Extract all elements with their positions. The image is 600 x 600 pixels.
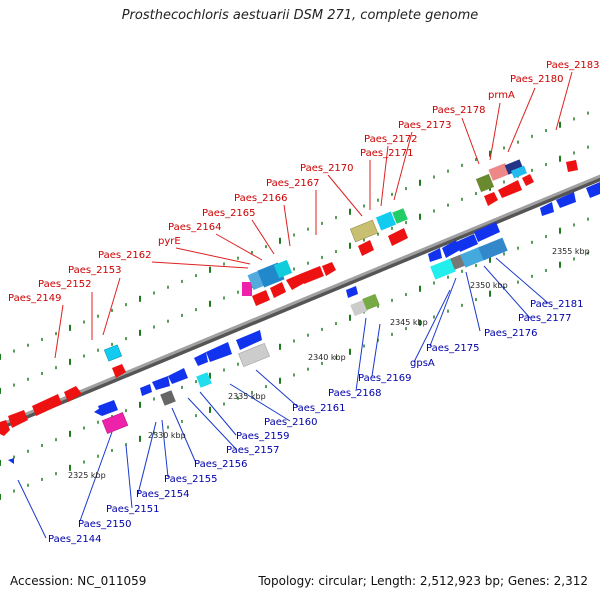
gene-label: Paes_2162 (98, 250, 152, 261)
gene-label: Paes_2176 (484, 328, 538, 339)
gene-label: Paes_2157 (226, 445, 280, 456)
accession-text: Accession: NC_011059 (10, 574, 147, 588)
kbp-label: 2330 kbp (148, 431, 186, 440)
gene-label: Paes_2160 (264, 417, 318, 428)
gene-label: Paes_2166 (234, 193, 288, 204)
kbp-label: 2325 kbp (68, 471, 106, 480)
lower-gene-labels: Paes_2144 Paes_2150 Paes_2151 Paes_2154 Paes… (48, 299, 584, 545)
bottom-strand-features (8, 182, 600, 464)
gene-label: Paes_2164 (168, 222, 222, 233)
gene-label: Paes_2170 (300, 163, 354, 174)
gene-label: Paes_2150 (78, 519, 132, 530)
gene-label: Paes_2177 (518, 313, 572, 324)
gene-label: Paes_2173 (398, 120, 452, 131)
gene-label: prmA (488, 90, 515, 101)
kbp-label: 2355 kbp (552, 247, 590, 256)
lower-colored-boxes (101, 237, 508, 434)
gene-label: Paes_2161 (292, 403, 346, 414)
genome-summary-text: Topology: circular; Length: 2,512,923 bp… (258, 574, 588, 588)
gene-label: Paes_2183 (546, 60, 600, 71)
gene-label: Paes_2167 (266, 178, 320, 189)
gene-label: Paes_2154 (136, 489, 190, 500)
gene-label: pyrE (158, 236, 181, 247)
gene-label: Paes_2152 (38, 279, 92, 290)
lower-leader-lines (17, 257, 549, 539)
gene-label: Paes_2165 (202, 208, 256, 219)
gene-label: Paes_2171 (360, 148, 414, 159)
upper-gene-labels: Paes_2149 Paes_2152 Paes_2153 Paes_2162 pyrE… (8, 60, 600, 304)
gene-label: Paes_2175 (426, 343, 480, 354)
upper-colored-boxes (103, 159, 527, 362)
genome-backbone-highlight (0, 174, 600, 427)
gene-label: Paes_2168 (328, 388, 382, 399)
gene-label: Paes_2178 (432, 105, 486, 116)
map-title: Prosthecochloris aestuarii DSM 271, comp… (121, 8, 479, 23)
gene-label: gpsA (410, 358, 435, 369)
kbp-label: 2350 kbp (470, 281, 508, 290)
kbp-label: 2345 kbp (390, 318, 428, 327)
kbp-label: 2340 kbp (308, 353, 346, 362)
gene-label: Paes_2181 (530, 299, 584, 310)
gene-label: Paes_2144 (48, 534, 102, 545)
genome-backbone (0, 174, 600, 431)
upper-leader-lines (54, 71, 573, 359)
kbp-label: 2335 kbp (228, 392, 266, 401)
kbp-position-labels: 2325 kbp 2330 kbp 2335 kbp 2340 kbp 2345 kbp… (68, 247, 590, 480)
gene-label: Paes_2151 (106, 504, 160, 515)
gene-label: Paes_2149 (8, 293, 62, 304)
gene-label: Paes_2169 (358, 373, 412, 384)
gene-label: Paes_2172 (364, 134, 418, 145)
gene-label: Paes_2159 (236, 431, 290, 442)
gene-label: Paes_2155 (164, 474, 218, 485)
gene-label: Paes_2156 (194, 459, 248, 470)
gene-label: Paes_2153 (68, 265, 122, 276)
gene-label: Paes_2180 (510, 74, 564, 85)
top-strand-features (0, 160, 578, 436)
